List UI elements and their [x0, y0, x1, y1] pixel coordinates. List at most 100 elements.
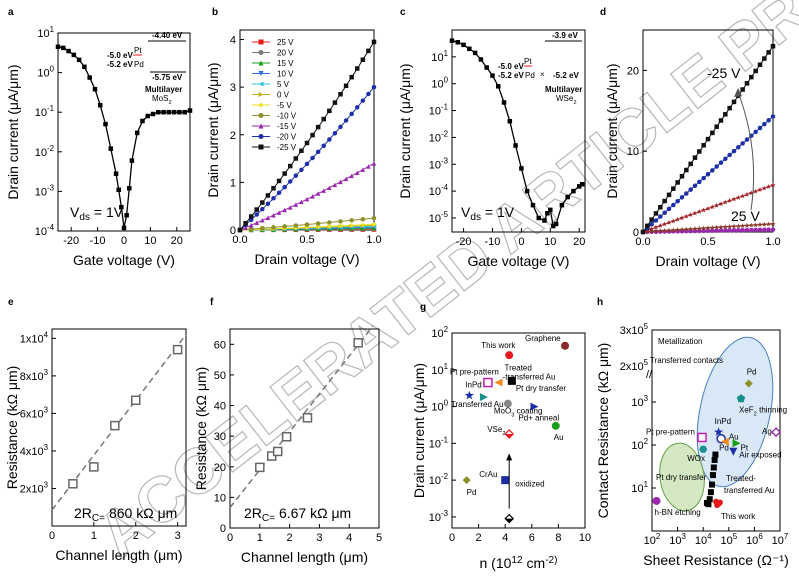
y-tick-label: 100​ [431, 76, 448, 91]
x-tick-label: -10 [485, 236, 501, 248]
data-point [731, 228, 737, 233]
data-point [757, 125, 763, 131]
data-point [304, 161, 310, 167]
data-point [714, 224, 720, 230]
data-point [649, 217, 654, 222]
x-tick-label: -10 [90, 235, 106, 247]
data-point [276, 190, 282, 196]
annotation-treated: Treated- [726, 474, 756, 483]
data-point [744, 379, 753, 388]
data-point [248, 226, 254, 232]
data-point [657, 228, 663, 234]
data-point [736, 145, 741, 150]
data-point [299, 167, 304, 173]
data-point [705, 205, 711, 211]
data-point [675, 227, 681, 232]
x-tick-label: 4 [346, 532, 352, 544]
cluster-point [712, 451, 719, 458]
data-point [490, 73, 495, 78]
data-point-fill [505, 433, 514, 438]
data-point [187, 108, 193, 113]
data-point [744, 191, 750, 197]
x-tick-label: 1 [91, 530, 97, 542]
data-point [666, 227, 672, 233]
data-point [129, 158, 135, 163]
y-tick-label: 10-2​ [429, 129, 448, 144]
annotation-pd-wf: -5.2 eV [498, 71, 524, 80]
x-tick-label: -20 [63, 235, 79, 247]
data-point [705, 171, 711, 177]
data-point [709, 225, 715, 230]
data-point [371, 215, 377, 221]
data-point [720, 437, 729, 446]
data-point [729, 447, 738, 456]
data-point [766, 50, 771, 55]
annotation-this-work: This work [721, 512, 756, 521]
point-label: Au [554, 433, 564, 442]
data-point [366, 164, 371, 169]
data-point [688, 161, 693, 167]
data-point [171, 109, 177, 115]
x-tick-label: 0 [121, 235, 127, 247]
data-point [315, 149, 321, 155]
y-tick-label: 10-1​ [35, 104, 55, 119]
y-tick-label: 100​ [37, 65, 54, 80]
data-point [243, 221, 248, 226]
data-point [671, 186, 676, 191]
annotation-pt: Pt [524, 57, 532, 66]
annotation-vb: -5.75 eV [152, 73, 183, 82]
x-tick-label: 8 [555, 532, 561, 544]
data-point [697, 432, 707, 443]
data-point [276, 178, 282, 184]
data-point [89, 462, 99, 472]
x-tick-label: 0.5 [299, 234, 314, 246]
data-point [727, 152, 732, 158]
point-label: Pt dry transfer [516, 384, 567, 393]
data-point [87, 75, 92, 80]
data-point [744, 137, 750, 142]
annotation-pt: Pt [134, 46, 142, 55]
point-label: Ag [762, 427, 772, 436]
data-point [327, 185, 332, 191]
data-point [705, 225, 711, 231]
data-point [727, 223, 733, 229]
data-point [653, 228, 659, 234]
data-point [366, 48, 371, 54]
y-tick-label: 10-4​ [35, 223, 55, 238]
data-point [662, 228, 668, 233]
annotation-vds: Vds​ = 1V [461, 204, 515, 223]
y-tick-label: 101​ [431, 49, 448, 64]
data-point [271, 196, 276, 201]
y-tick-label: 4x103​ [20, 443, 49, 458]
data-point [371, 161, 377, 166]
data-point [260, 226, 265, 231]
x-tick-label: 1 [257, 532, 263, 544]
data-point [254, 207, 259, 212]
data-point [679, 215, 685, 221]
data-point [551, 421, 560, 430]
data-point [565, 194, 570, 200]
legend-label: -15 V [277, 122, 297, 131]
data-point [254, 212, 259, 217]
cross-mark: × [540, 70, 545, 79]
data-point [697, 149, 702, 154]
legend-label: 25 V [277, 38, 294, 47]
data-point [697, 179, 702, 185]
data-point [349, 74, 354, 80]
data-point [722, 199, 728, 205]
data-point [675, 198, 680, 204]
data-point [455, 39, 461, 45]
data-point [505, 351, 514, 360]
data-point [293, 156, 299, 161]
plot-frame [451, 29, 586, 233]
data-point [332, 130, 338, 136]
x-tick-label: 0.0 [635, 236, 650, 248]
data-point [304, 196, 310, 202]
y-tick-label: 10-5​ [429, 210, 449, 225]
data-point [349, 223, 354, 228]
data-point [271, 186, 276, 191]
data-point [371, 39, 377, 45]
data-point [355, 105, 360, 110]
panel-e: e 0 1 2 3 2x103​ 4x103​ 6x103​ 8x103​ 1x104​ Chann… [4, 297, 187, 563]
